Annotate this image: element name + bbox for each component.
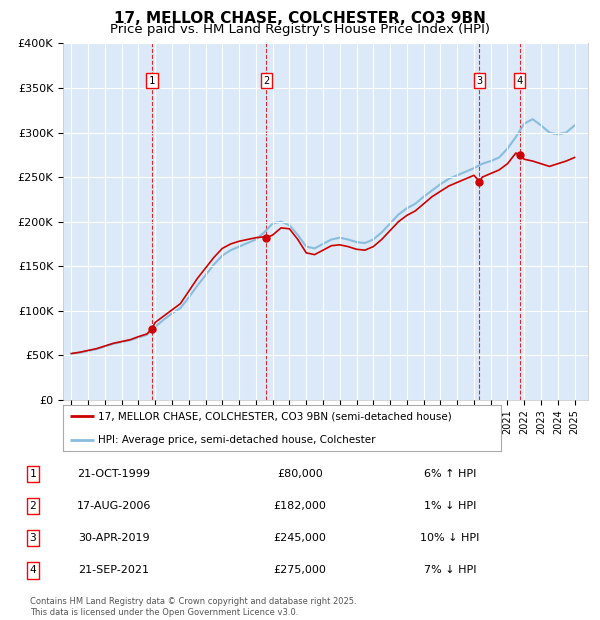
Text: 7% ↓ HPI: 7% ↓ HPI	[424, 565, 476, 575]
Text: Contains HM Land Registry data © Crown copyright and database right 2025.
This d: Contains HM Land Registry data © Crown c…	[30, 598, 356, 617]
Text: 10% ↓ HPI: 10% ↓ HPI	[421, 533, 479, 543]
Text: 1: 1	[29, 469, 37, 479]
Text: £245,000: £245,000	[274, 533, 326, 543]
Text: 4: 4	[517, 76, 523, 86]
Text: 4: 4	[29, 565, 37, 575]
Text: 1: 1	[149, 76, 155, 86]
Text: 17, MELLOR CHASE, COLCHESTER, CO3 9BN: 17, MELLOR CHASE, COLCHESTER, CO3 9BN	[114, 11, 486, 26]
Text: 2: 2	[263, 76, 269, 86]
Text: HPI: Average price, semi-detached house, Colchester: HPI: Average price, semi-detached house,…	[98, 435, 376, 445]
Text: 17-AUG-2006: 17-AUG-2006	[77, 501, 151, 511]
Text: 30-APR-2019: 30-APR-2019	[78, 533, 150, 543]
Text: 1% ↓ HPI: 1% ↓ HPI	[424, 501, 476, 511]
Text: 3: 3	[29, 533, 37, 543]
Text: £182,000: £182,000	[274, 501, 326, 511]
Text: 2: 2	[29, 501, 37, 511]
Text: Price paid vs. HM Land Registry's House Price Index (HPI): Price paid vs. HM Land Registry's House …	[110, 23, 490, 36]
Text: 21-SEP-2021: 21-SEP-2021	[79, 565, 149, 575]
Text: £275,000: £275,000	[274, 565, 326, 575]
Text: £80,000: £80,000	[277, 469, 323, 479]
Text: 6% ↑ HPI: 6% ↑ HPI	[424, 469, 476, 479]
Text: 3: 3	[476, 76, 482, 86]
Text: 21-OCT-1999: 21-OCT-1999	[77, 469, 151, 479]
Text: 17, MELLOR CHASE, COLCHESTER, CO3 9BN (semi-detached house): 17, MELLOR CHASE, COLCHESTER, CO3 9BN (s…	[98, 412, 452, 422]
